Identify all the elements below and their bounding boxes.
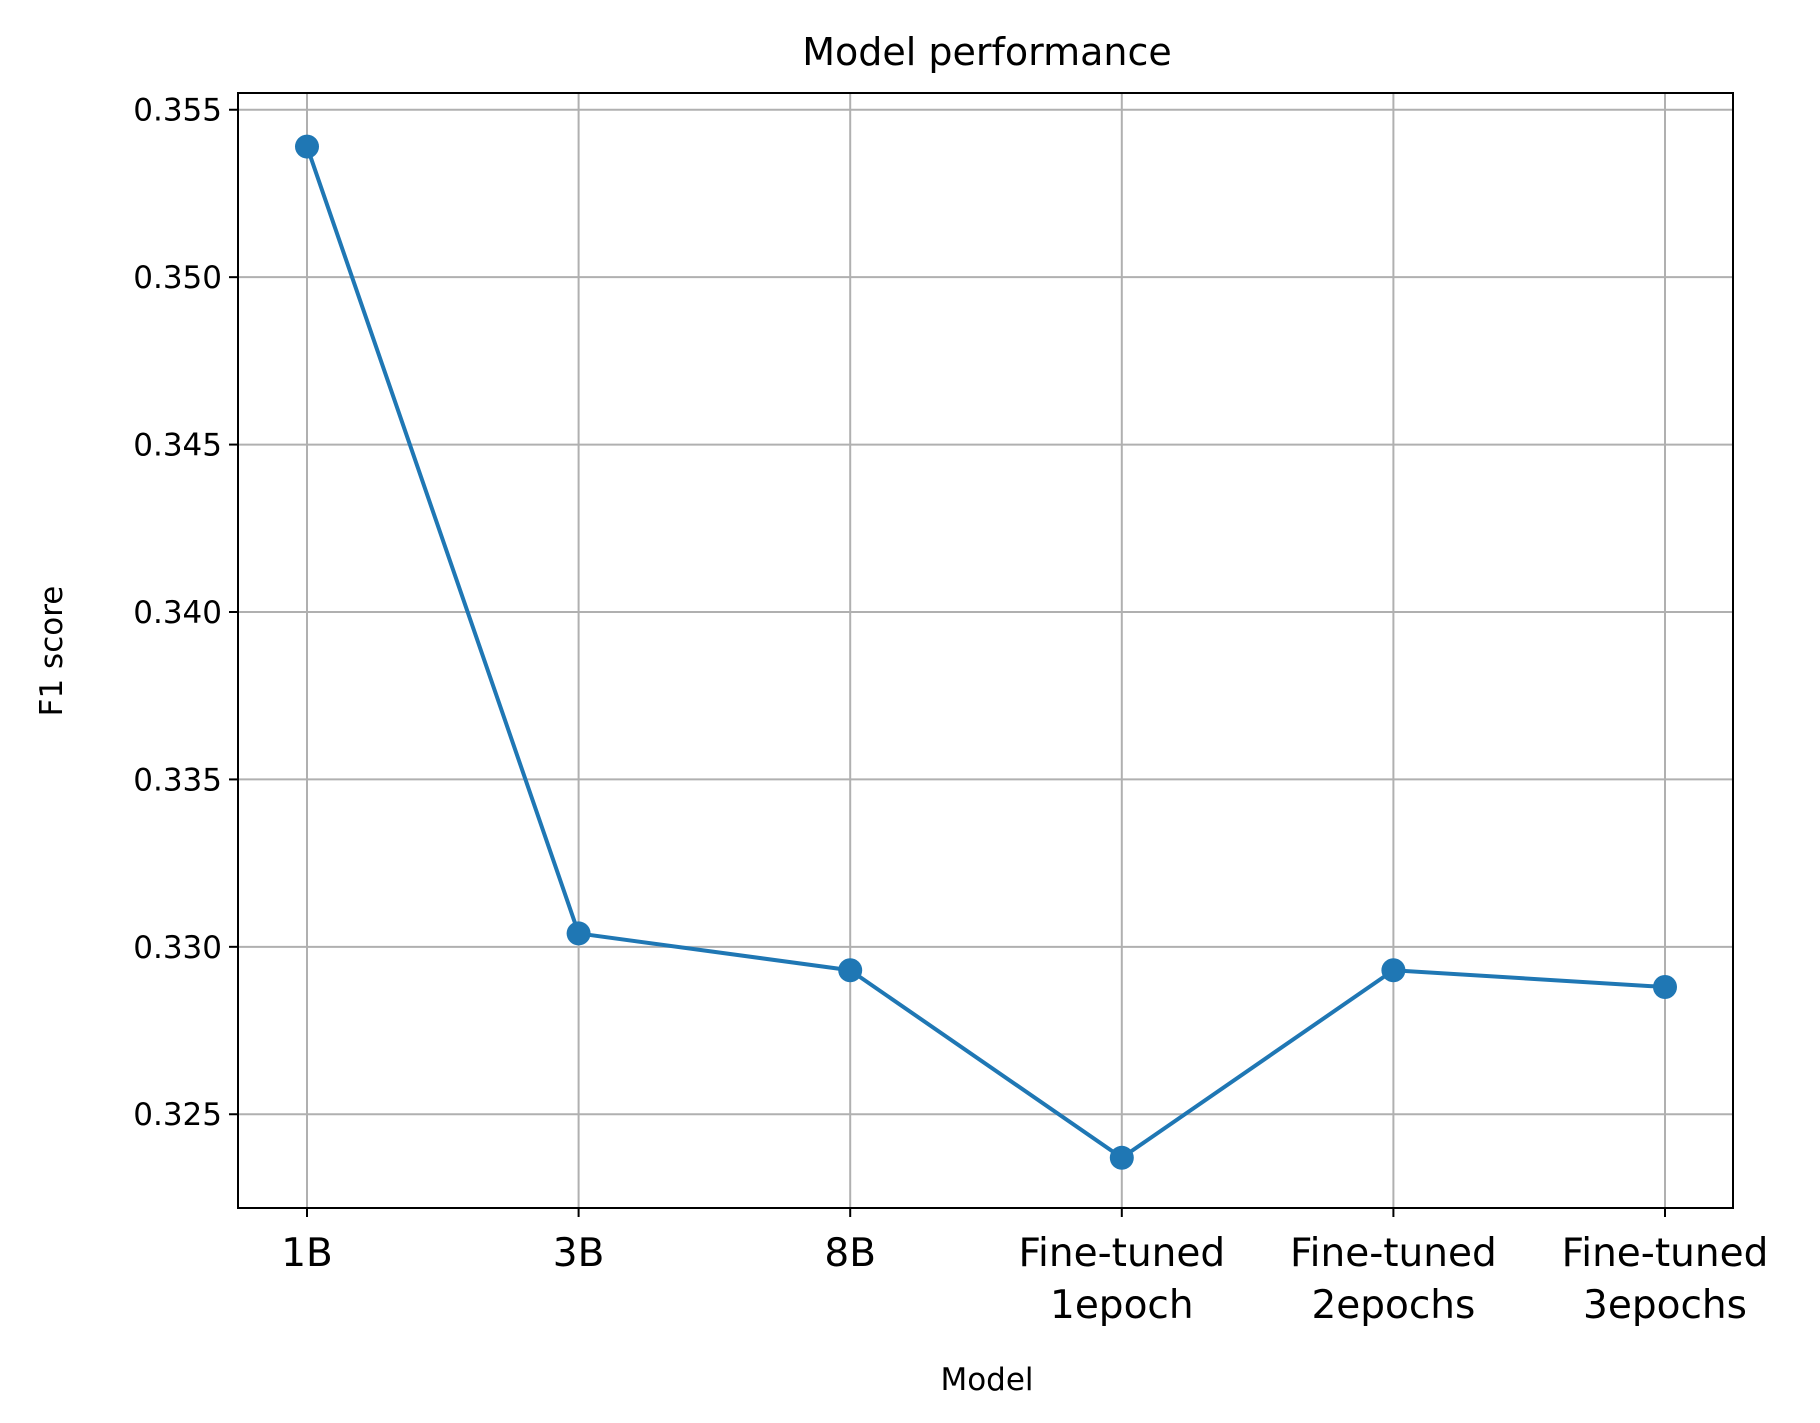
x-tick-label-line: Fine-tuned <box>1018 1231 1225 1276</box>
y-tick-label: 0.335 <box>133 762 222 798</box>
y-axis-label: F1 score <box>34 586 70 717</box>
x-tick-label-line: Fine-tuned <box>1290 1231 1497 1276</box>
x-tick-label-line: 1epoch <box>1050 1283 1194 1328</box>
y-tick-label: 0.330 <box>133 930 222 966</box>
x-tick-label: 3B <box>553 1231 605 1276</box>
x-tick-label: 8B <box>824 1231 876 1276</box>
series-group <box>295 134 1677 1170</box>
plot-frame <box>237 92 1734 1209</box>
data-point <box>1653 975 1677 1000</box>
y-axis-ticks: 0.325 0.330 0.335 0.340 0.345 0.350 0.355 <box>133 93 238 1133</box>
grid-lines <box>238 93 1733 1208</box>
x-axis-label: Model <box>940 1362 1033 1398</box>
x-tick-label-line: 3epochs <box>1583 1283 1747 1328</box>
x-tick-label-line: 1B <box>281 1231 333 1276</box>
y-tick-label: 0.345 <box>133 428 222 464</box>
x-tick-label: Fine-tuned 3epochs <box>1562 1231 1769 1328</box>
data-point <box>566 921 591 946</box>
chart-title: Model performance <box>802 30 1172 74</box>
series-line <box>305 145 1666 1160</box>
x-tick-label-line: 2epochs <box>1311 1283 1475 1328</box>
x-tick-label-line: 3B <box>553 1231 605 1276</box>
y-tick-label: 0.340 <box>133 595 222 631</box>
y-tick-label: 0.350 <box>133 260 222 296</box>
x-tick-label: Fine-tuned 2epochs <box>1290 1231 1497 1328</box>
y-tick-label: 0.355 <box>133 93 222 129</box>
data-point <box>1381 958 1406 983</box>
x-tick-label: 1B <box>281 1231 333 1276</box>
data-point <box>1109 1145 1134 1170</box>
y-tick-label: 0.325 <box>133 1097 222 1133</box>
x-tick-label-line: 8B <box>824 1231 876 1276</box>
x-tick-label: Fine-tuned 1epoch <box>1018 1231 1225 1328</box>
data-point <box>838 958 863 983</box>
x-tick-label-line: Fine-tuned <box>1562 1231 1769 1276</box>
data-point <box>295 134 319 159</box>
